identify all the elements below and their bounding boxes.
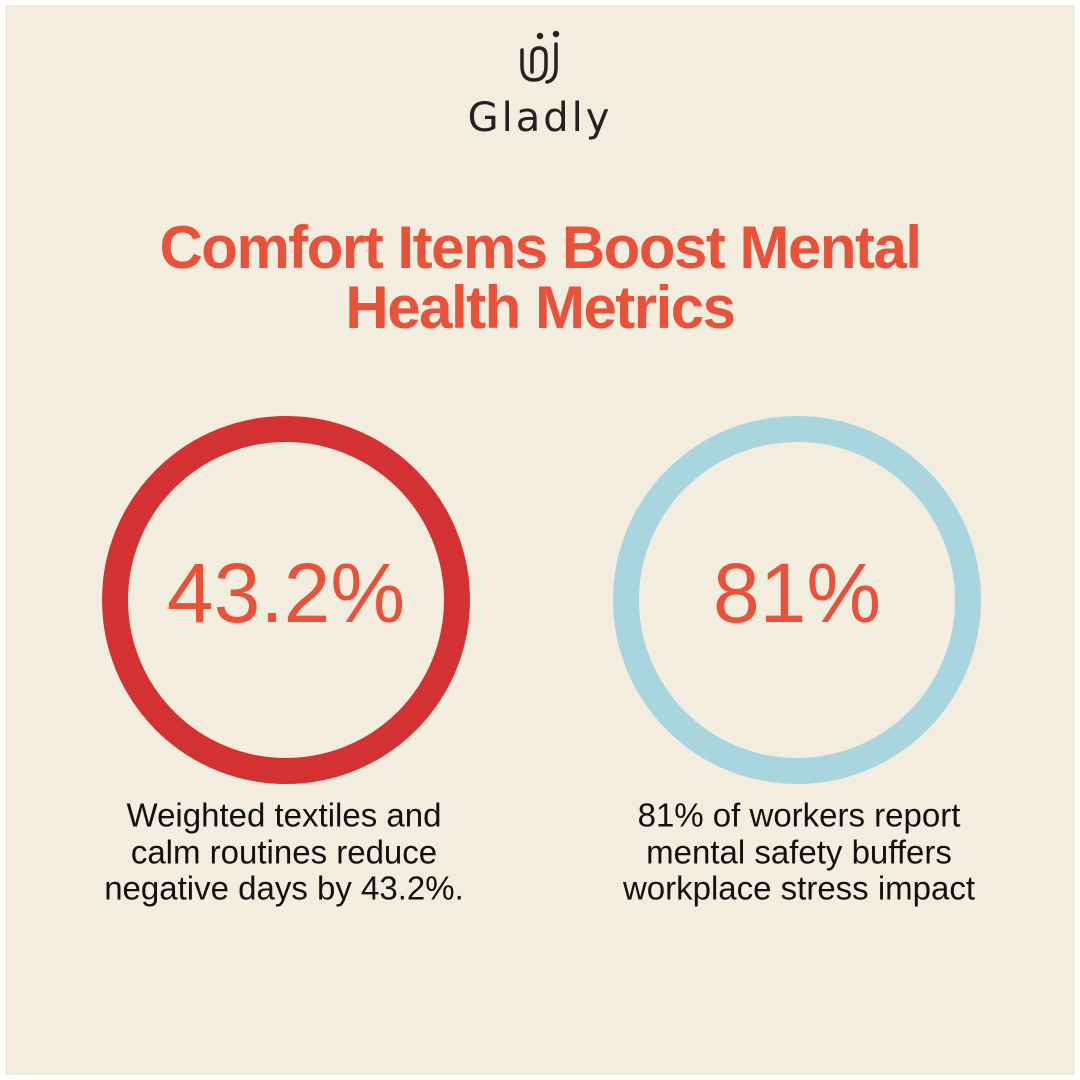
stat-description: workplace stress impact	[622, 870, 975, 907]
stat-value: 81%	[713, 546, 881, 640]
stat-description: negative days by 43.2%.	[104, 870, 464, 907]
stat-value: 43.2%	[167, 546, 405, 640]
stat-ring	[613, 416, 981, 784]
stat-ring	[102, 416, 470, 784]
stat-description: calm routines reduce	[131, 834, 437, 871]
title-line: Health Metrics	[345, 274, 734, 341]
stat-description: Weighted textiles and	[127, 797, 442, 834]
stat-description: mental safety buffers	[646, 834, 952, 871]
brand-name: Gladly	[468, 95, 613, 141]
logo-icon	[520, 30, 560, 84]
title-line: Comfort Items Boost Mental	[159, 214, 920, 281]
stat-description: 81% of workers report	[638, 797, 961, 834]
background	[5, 5, 1075, 1075]
